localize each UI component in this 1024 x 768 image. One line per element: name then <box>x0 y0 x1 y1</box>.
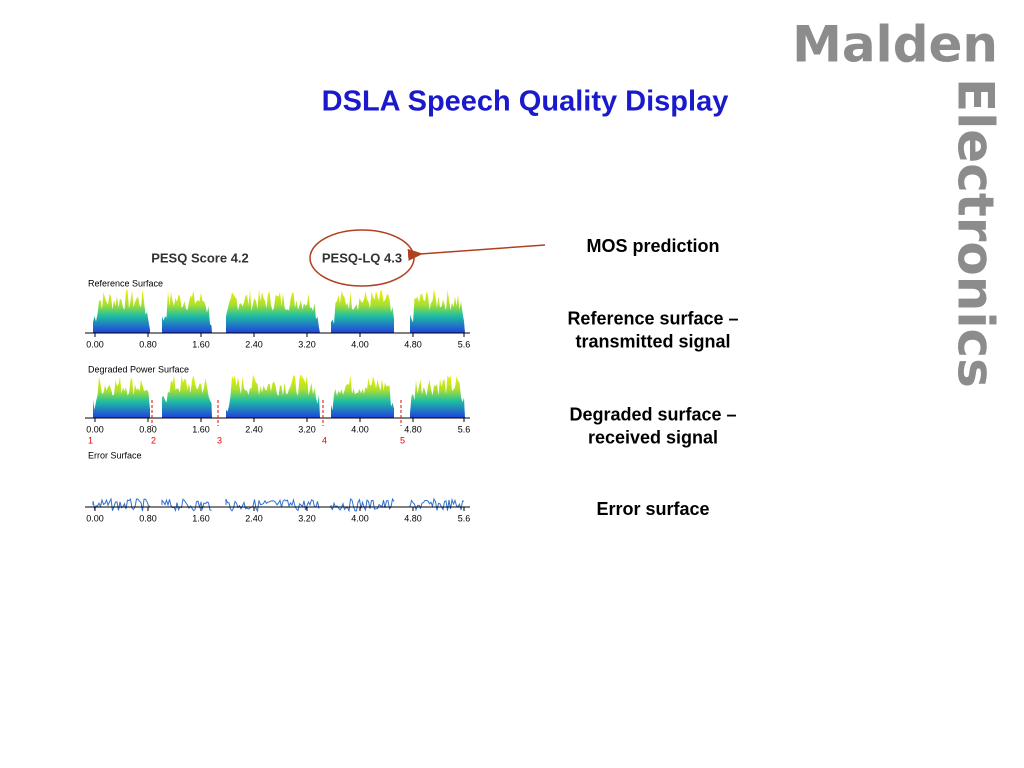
tick-label: 1.60 <box>192 424 210 434</box>
tick-label: 5.6 <box>458 339 471 349</box>
tick-label: 1.60 <box>192 513 210 523</box>
spectrogram <box>331 375 394 418</box>
slide-title: DSLA Speech Quality Display <box>322 86 729 118</box>
annotation: Reference surface – <box>567 308 738 328</box>
tick-label: 0.00 <box>86 424 104 434</box>
tick-label: 4.80 <box>404 513 422 523</box>
annotation: Degraded surface – <box>569 404 736 424</box>
spectrogram <box>226 289 320 333</box>
score-label: PESQ-LQ 4.3 <box>322 250 402 265</box>
tick-label: 4.00 <box>351 339 369 349</box>
tick-label: 3.20 <box>298 339 316 349</box>
annotation: MOS prediction <box>586 236 719 256</box>
panel-title: Degraded Power Surface <box>88 364 189 374</box>
arrow <box>407 244 546 261</box>
error-trace <box>92 497 151 512</box>
marker-label: 5 <box>400 435 405 445</box>
spectrogram <box>410 289 465 333</box>
tick-label: 0.80 <box>139 424 157 434</box>
spectrogram <box>410 374 465 418</box>
error-trace <box>330 497 395 513</box>
tick-label: 4.00 <box>351 424 369 434</box>
marker-label: 3 <box>217 435 222 445</box>
tick-label: 4.80 <box>404 424 422 434</box>
error-trace <box>161 498 212 512</box>
tick-label: 0.00 <box>86 513 104 523</box>
panel-title: Error Surface <box>88 450 142 460</box>
error-trace <box>225 497 320 513</box>
logo-text: Malden <box>792 16 998 74</box>
spectrogram <box>162 374 212 418</box>
tick-label: 1.60 <box>192 339 210 349</box>
tick-label: 2.40 <box>245 513 263 523</box>
error-trace <box>409 497 465 512</box>
annotation: Error surface <box>596 499 709 519</box>
spectrogram <box>93 376 150 418</box>
score-label: PESQ Score 4.2 <box>151 250 249 265</box>
marker-label: 1 <box>88 435 93 445</box>
marker-label: 2 <box>151 435 156 445</box>
tick-label: 5.6 <box>458 424 471 434</box>
logo-text: Electronics <box>947 78 1005 388</box>
tick-label: 3.20 <box>298 424 316 434</box>
tick-label: 0.80 <box>139 513 157 523</box>
spectrogram <box>162 289 212 333</box>
annotation: transmitted signal <box>575 331 730 351</box>
spectrogram <box>226 374 320 418</box>
annotations: MOS prediction Reference surface – transmi… <box>567 236 738 519</box>
spectrogram <box>93 289 150 333</box>
tick-label: 4.00 <box>351 513 369 523</box>
annotation: received signal <box>588 427 718 447</box>
tick-label: 4.80 <box>404 339 422 349</box>
tick-label: 5.6 <box>458 513 471 523</box>
panel-title: Reference Surface <box>88 278 163 288</box>
tick-label: 0.80 <box>139 339 157 349</box>
figure: PESQ Score 4.2 PESQ-LQ 4.3 Reference Sur… <box>85 229 546 523</box>
tick-label: 2.40 <box>245 339 263 349</box>
marker-label: 4 <box>322 435 327 445</box>
tick-label: 3.20 <box>298 513 316 523</box>
tick-label: 0.00 <box>86 339 104 349</box>
tick-label: 2.40 <box>245 424 263 434</box>
spectrogram <box>331 289 394 333</box>
